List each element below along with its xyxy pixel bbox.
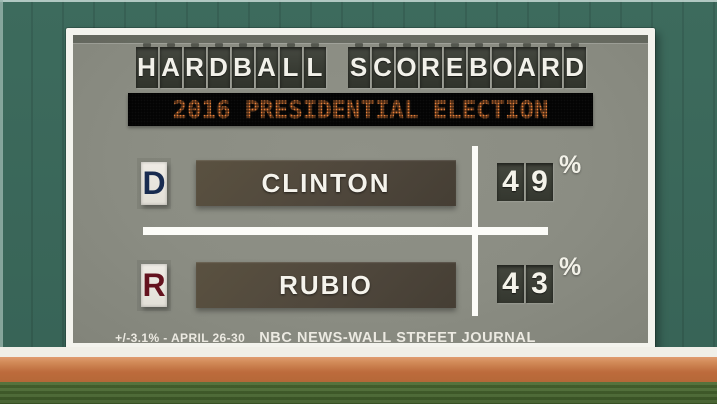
scoreboard-top-shade (73, 35, 648, 43)
letter-tile: B (231, 43, 254, 88)
letter-tile: L (303, 43, 326, 88)
letter-tile: C (371, 43, 394, 88)
party-letter-r: R (142, 267, 166, 303)
digit-tile: 9 (526, 163, 553, 201)
letter-tile: D (563, 43, 586, 88)
letter-tile: R (419, 43, 442, 88)
letter-tile: R (539, 43, 562, 88)
percent-sign-clinton: % (559, 151, 582, 179)
wall-left-trim (0, 0, 3, 347)
letter-tile: D (207, 43, 230, 88)
poll-source: NBC NEWS-WALL STREET JOURNAL (259, 330, 536, 343)
candidate-plate-clinton: CLINTON (196, 160, 456, 206)
digit-tile: 4 (497, 163, 524, 201)
digit-tile: 3 (526, 265, 553, 303)
party-tile-republican: R (141, 264, 167, 307)
party-tile-democrat: D (141, 162, 167, 205)
wall-base-stripe (0, 347, 717, 357)
digit-tile: 4 (497, 265, 524, 303)
letter-tile: E (443, 43, 466, 88)
letter-tile: O (491, 43, 514, 88)
letter-tile: A (515, 43, 538, 88)
outfield-grass (0, 382, 717, 404)
divider-horizontal-line (143, 227, 548, 235)
warning-track-dirt (0, 357, 717, 382)
letter-tile: R (183, 43, 206, 88)
margin-of-error-and-dates: +/-3.1% - APRIL 26-30 (115, 331, 246, 343)
letter-tile: B (467, 43, 490, 88)
candidate-plate-rubio: RUBIO (196, 262, 456, 308)
subtitle-led-band: 2016 PRESIDENTIAL ELECTION (128, 93, 593, 126)
wall-top-trim (0, 0, 717, 2)
letter-tile: L (279, 43, 302, 88)
letter-tile: A (159, 43, 182, 88)
percent-sign-rubio: % (559, 253, 582, 281)
letter-tile: S (347, 43, 370, 88)
poll-footnote: +/-3.1% - APRIL 26-30 NBC NEWS-WALL STRE… (73, 330, 648, 343)
candidate-name-clinton: CLINTON (261, 167, 391, 198)
subtitle-text: 2016 PRESIDENTIAL ELECTION (172, 95, 549, 124)
party-letter-d: D (142, 165, 166, 201)
letter-tile: H (135, 43, 158, 88)
letter-tile: O (395, 43, 418, 88)
letter-tile: A (255, 43, 278, 88)
candidate-name-rubio: RUBIO (279, 269, 373, 300)
